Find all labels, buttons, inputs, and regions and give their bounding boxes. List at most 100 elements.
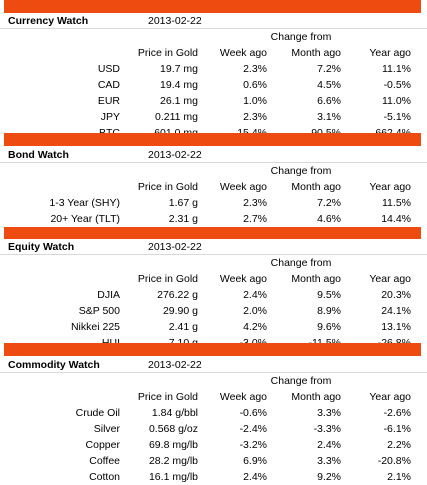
price-header: Price in Gold	[137, 273, 198, 285]
year-change-cell: 24.1%	[381, 305, 411, 317]
section-divider-bar	[4, 133, 421, 146]
section-divider-bar	[4, 343, 421, 356]
row-label: EUR	[97, 95, 120, 107]
row-label: Crude Oil	[75, 407, 120, 419]
price-cell: 1.84 g/bbl	[151, 407, 198, 419]
price-cell: 1.67 g	[168, 197, 198, 209]
row-label: S&P 500	[78, 305, 120, 317]
row-label: Cotton	[89, 471, 120, 483]
table-row: Silver 0.568 g/oz -2.4% -3.3% -6.1%	[0, 421, 427, 437]
week-change-cell: 1.0%	[243, 95, 267, 107]
price-cell: 26.1 mg	[160, 95, 198, 107]
price-cell: 16.1 mg/lb	[148, 471, 198, 483]
section-title: Bond Watch	[8, 149, 69, 161]
title-underline	[0, 254, 427, 255]
table-row: 20+ Year (TLT) 2.31 g 2.7% 4.6% 14.4%	[0, 211, 427, 227]
price-cell: 2.31 g	[168, 213, 198, 225]
week-change-cell: 2.4%	[243, 471, 267, 483]
row-label: Coffee	[89, 455, 120, 467]
section-date: 2013-02-22	[148, 241, 202, 253]
year-header: Year ago	[369, 273, 411, 285]
year-change-cell: 13.1%	[381, 321, 411, 333]
title-underline	[0, 372, 427, 373]
change-from-label: Change from	[270, 165, 332, 177]
section-date: 2013-02-22	[148, 15, 202, 27]
table-row: 1-3 Year (SHY) 1.67 g 2.3% 7.2% 11.5%	[0, 195, 427, 211]
change-from-label: Change from	[270, 257, 332, 269]
week-change-cell: 2.3%	[243, 111, 267, 123]
year-header: Year ago	[369, 47, 411, 59]
month-change-cell: 4.6%	[317, 213, 341, 225]
month-change-cell: 6.6%	[317, 95, 341, 107]
column-header-row: Price in Gold Week ago Month ago Year ag…	[0, 45, 427, 61]
price-cell: 19.4 mg	[160, 79, 198, 91]
month-header: Month ago	[291, 47, 341, 59]
section-divider-bar	[4, 0, 421, 13]
week-header: Week ago	[219, 391, 267, 403]
table-row: CAD 19.4 mg 0.6% 4.5% -0.5%	[0, 77, 427, 93]
week-change-cell: -3.2%	[239, 439, 267, 451]
price-cell: 28.2 mg/lb	[148, 455, 198, 467]
week-change-cell: 2.7%	[243, 213, 267, 225]
section-title: Currency Watch	[8, 15, 89, 27]
month-change-cell: 9.2%	[317, 471, 341, 483]
row-label: CAD	[97, 79, 120, 91]
price-cell: 2.41 g	[168, 321, 198, 333]
table-row: Copper 69.8 mg/lb -3.2% 2.4% 2.2%	[0, 437, 427, 453]
table-row: EUR 26.1 mg 1.0% 6.6% 11.0%	[0, 93, 427, 109]
month-header: Month ago	[291, 273, 341, 285]
year-change-cell: 14.4%	[381, 213, 411, 225]
month-change-cell: -3.3%	[313, 423, 341, 435]
year-change-cell: 2.1%	[387, 471, 411, 483]
row-label: Copper	[85, 439, 120, 451]
change-from-label: Change from	[270, 375, 332, 387]
month-header: Month ago	[291, 391, 341, 403]
section-title: Equity Watch	[8, 241, 75, 253]
month-change-cell: 4.5%	[317, 79, 341, 91]
month-change-cell: 2.4%	[317, 439, 341, 451]
table-row: S&P 500 29.90 g 2.0% 8.9% 24.1%	[0, 303, 427, 319]
year-change-cell: -20.8%	[377, 455, 411, 467]
section-divider-bar	[4, 227, 421, 239]
table-row: USD 19.7 mg 2.3% 7.2% 11.1%	[0, 61, 427, 77]
table-row: Nikkei 225 2.41 g 4.2% 9.6% 13.1%	[0, 319, 427, 335]
row-label: DJIA	[97, 289, 120, 301]
section-date: 2013-02-22	[148, 149, 202, 161]
month-change-cell: 3.3%	[317, 455, 341, 467]
week-change-cell: 2.3%	[243, 63, 267, 75]
year-change-cell: -2.6%	[383, 407, 411, 419]
year-change-cell: 11.1%	[382, 63, 411, 75]
year-header: Year ago	[369, 181, 411, 193]
month-change-cell: 3.3%	[317, 407, 341, 419]
price-header: Price in Gold	[137, 47, 198, 59]
week-change-cell: 4.2%	[243, 321, 267, 333]
week-change-cell: 2.0%	[243, 305, 267, 317]
month-change-cell: 9.6%	[317, 321, 341, 333]
year-header: Year ago	[369, 391, 411, 403]
title-underline	[0, 28, 427, 29]
year-change-cell: 11.5%	[382, 197, 411, 209]
week-change-cell: 2.3%	[243, 197, 267, 209]
month-change-cell: 8.9%	[317, 305, 341, 317]
row-label: JPY	[100, 111, 120, 123]
section-date: 2013-02-22	[148, 359, 202, 371]
column-header-row: Price in Gold Week ago Month ago Year ag…	[0, 271, 427, 287]
month-change-cell: 7.2%	[317, 197, 341, 209]
month-header: Month ago	[291, 181, 341, 193]
year-change-cell: -5.1%	[383, 111, 411, 123]
month-change-cell: 9.5%	[317, 289, 341, 301]
week-change-cell: -0.6%	[239, 407, 267, 419]
year-change-cell: 20.3%	[381, 289, 411, 301]
table-row: DJIA 276.22 g 2.4% 9.5% 20.3%	[0, 287, 427, 303]
column-header-row: Price in Gold Week ago Month ago Year ag…	[0, 389, 427, 405]
table-row: Cotton 16.1 mg/lb 2.4% 9.2% 2.1%	[0, 469, 427, 485]
price-header: Price in Gold	[137, 391, 198, 403]
title-underline	[0, 162, 427, 163]
price-cell: 29.90 g	[162, 305, 198, 317]
row-label: Nikkei 225	[70, 321, 120, 333]
week-header: Week ago	[219, 181, 267, 193]
table-row: Crude Oil 1.84 g/bbl -0.6% 3.3% -2.6%	[0, 405, 427, 421]
week-change-cell: -2.4%	[239, 423, 267, 435]
week-change-cell: 6.9%	[243, 455, 267, 467]
month-change-cell: 3.1%	[317, 111, 341, 123]
